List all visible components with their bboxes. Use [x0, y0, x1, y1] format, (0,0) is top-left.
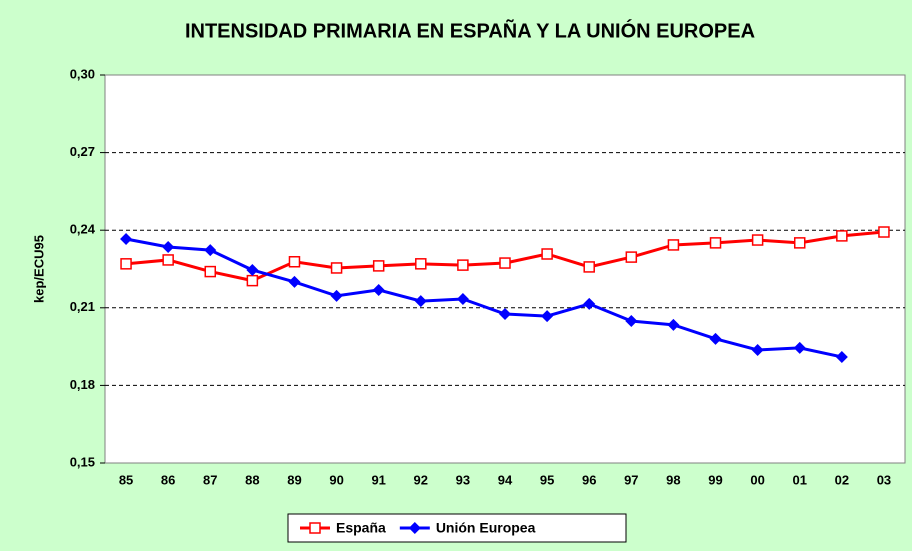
x-tick-label: 03	[877, 472, 891, 487]
marker	[162, 254, 174, 266]
x-tick-label: 00	[750, 472, 764, 487]
y-tick-label: 0,15	[70, 454, 95, 469]
marker	[499, 308, 511, 321]
x-tick-label: 87	[203, 472, 217, 487]
marker	[793, 237, 806, 249]
y-tick-label: 0,24	[70, 222, 96, 237]
chart-title: INTENSIDAD PRIMARIA EN ESPAÑA Y LA UNIÓN…	[185, 18, 755, 42]
x-tick-label: 85	[119, 472, 133, 487]
marker	[246, 264, 259, 277]
marker	[415, 258, 427, 270]
marker	[709, 332, 722, 345]
marker	[835, 350, 848, 363]
marker	[751, 234, 764, 246]
legend-marker	[408, 522, 421, 534]
marker	[414, 295, 427, 308]
y-tick-label: 0,21	[70, 299, 95, 314]
marker	[667, 239, 680, 251]
x-tick-label: 90	[329, 472, 343, 487]
legend-label: Unión Europea	[436, 520, 536, 536]
marker	[793, 341, 806, 354]
marker	[878, 226, 890, 238]
marker	[288, 275, 301, 288]
legend	[287, 513, 627, 543]
marker	[246, 274, 259, 287]
x-tick-label: 94	[498, 472, 513, 487]
x-tick-label: 98	[666, 472, 680, 487]
marker	[456, 293, 469, 306]
marker	[330, 289, 343, 302]
y-axis-label: kep/ECU95	[31, 235, 46, 303]
marker	[288, 256, 301, 268]
marker	[162, 241, 175, 254]
x-tick-label: 88	[245, 472, 259, 487]
marker	[541, 310, 554, 323]
marker	[625, 314, 638, 327]
marker	[120, 232, 133, 245]
marker	[836, 230, 848, 242]
legend-marker	[309, 522, 321, 534]
x-tick-label: 95	[540, 472, 554, 487]
marker	[457, 259, 469, 271]
x-tick-label: 01	[793, 472, 807, 487]
marker	[372, 283, 385, 296]
marker	[625, 251, 638, 263]
marker	[667, 318, 680, 331]
marker	[709, 237, 722, 249]
x-tick-label: 86	[161, 472, 175, 487]
marker	[541, 248, 553, 260]
legend-label: España	[336, 520, 386, 536]
marker	[499, 257, 511, 269]
marker	[120, 258, 132, 270]
series-line	[125, 237, 843, 359]
marker	[330, 262, 343, 274]
marker	[372, 260, 385, 272]
x-tick-label: 92	[414, 472, 428, 487]
y-tick-label: 0,27	[70, 144, 95, 159]
x-tick-label: 02	[835, 472, 849, 487]
plot-area	[104, 74, 906, 464]
x-tick-label: 96	[582, 472, 596, 487]
x-tick-label: 93	[456, 472, 470, 487]
y-tick-label: 0,18	[70, 377, 95, 392]
marker	[204, 265, 217, 278]
x-tick-label: 91	[371, 472, 385, 487]
y-tick-label: 0,30	[70, 66, 95, 81]
x-tick-label: 99	[708, 472, 722, 487]
marker	[204, 244, 217, 257]
marker	[583, 297, 596, 310]
x-tick-label: 89	[287, 472, 301, 487]
marker	[751, 343, 764, 356]
x-tick-label: 97	[624, 472, 638, 487]
marker	[583, 261, 595, 273]
